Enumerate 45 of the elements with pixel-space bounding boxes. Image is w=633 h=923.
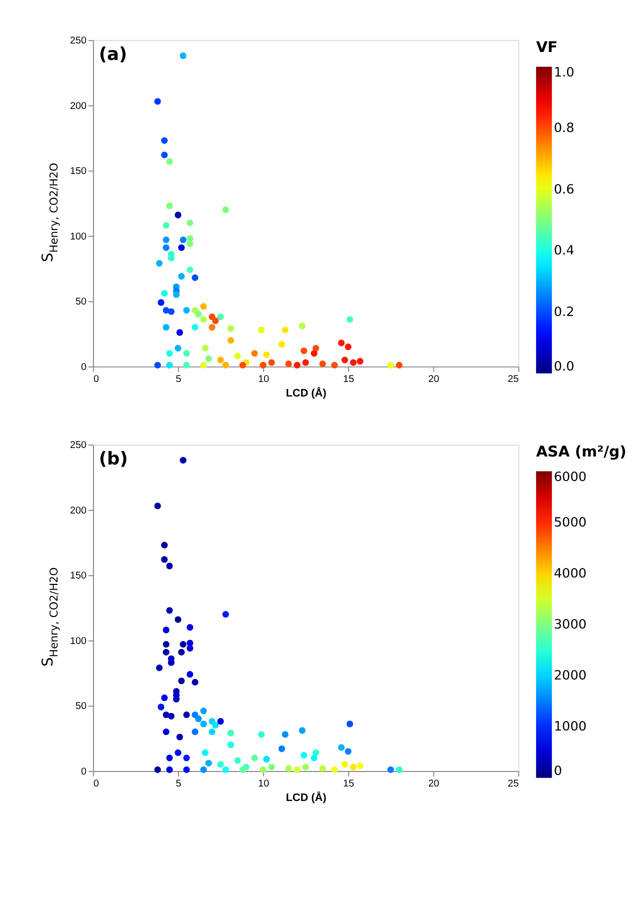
color-bar-title: ASA (m²/g)	[536, 443, 626, 460]
y-axis-title: SHenry, CO2/H2O	[39, 162, 60, 262]
y-axis-title: SHenry, CO2/H2O	[39, 567, 60, 667]
color-bar-label: 2000	[554, 668, 587, 684]
color-bar-label: 0.0	[554, 359, 574, 374]
x-tick-label: 20	[428, 778, 440, 790]
color-bar-label: 0.8	[554, 121, 574, 136]
x-tick-label: 15	[343, 778, 355, 790]
color-bar-label: 3000	[554, 618, 587, 633]
x-tick-label: 10	[258, 778, 270, 790]
x-tick-label: 25	[508, 778, 520, 790]
y-tick-label: 200	[70, 100, 88, 112]
color-bar-label: 0.6	[554, 182, 574, 198]
y-tick-label: 100	[70, 231, 88, 242]
x-tick-label: 10	[258, 374, 270, 385]
color-bar-label: 0	[554, 764, 562, 779]
y-tick-label: 100	[70, 636, 88, 647]
x-tick-label: 0	[93, 374, 100, 385]
y-tick-label: 50	[76, 701, 88, 712]
y-tick-label: 250	[70, 36, 88, 47]
y-tick-label: 150	[70, 166, 88, 178]
annotation: (a)	[98, 44, 128, 65]
color-bar-label: 5000	[554, 515, 587, 530]
x-tick-label: 15	[343, 374, 355, 385]
color-bar-label: 0.4	[554, 244, 574, 259]
y-tick-label: 200	[70, 505, 88, 516]
y-tick-label: 0	[81, 362, 88, 373]
y-tick-label: 250	[70, 440, 88, 452]
color-bar-label: 1000	[554, 720, 587, 735]
x-tick-label: 0	[93, 778, 100, 790]
y-tick-label: 150	[70, 570, 88, 582]
x-axis-title: LCD (Å)	[286, 791, 327, 804]
color-bar-label: 1.0	[554, 66, 574, 81]
color-bar-label: 6000	[554, 470, 587, 486]
y-tick-label: 0	[81, 766, 88, 778]
color-bar-title: VF	[536, 38, 558, 56]
x-tick-label: 5	[176, 778, 182, 790]
color-bar-label: 4000	[554, 566, 587, 582]
y-tick-label: 50	[76, 296, 88, 308]
x-tick-label: 20	[428, 374, 440, 385]
x-tick-label: 5	[176, 374, 182, 385]
annotation: (b)	[98, 448, 128, 470]
x-axis-title: LCD (Å)	[286, 386, 327, 400]
color-bar-label: 0.2	[554, 305, 574, 320]
x-tick-label: 25	[508, 374, 520, 385]
